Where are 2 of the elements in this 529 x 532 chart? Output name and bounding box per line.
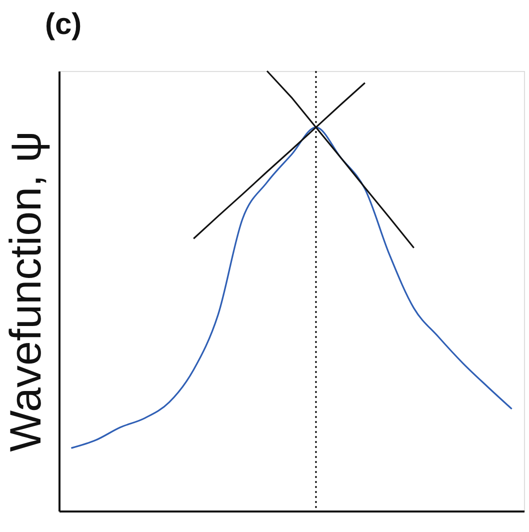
chart-title: (c) [45, 8, 82, 42]
y-axis-title: Wavefunction, ψ [2, 131, 50, 452]
